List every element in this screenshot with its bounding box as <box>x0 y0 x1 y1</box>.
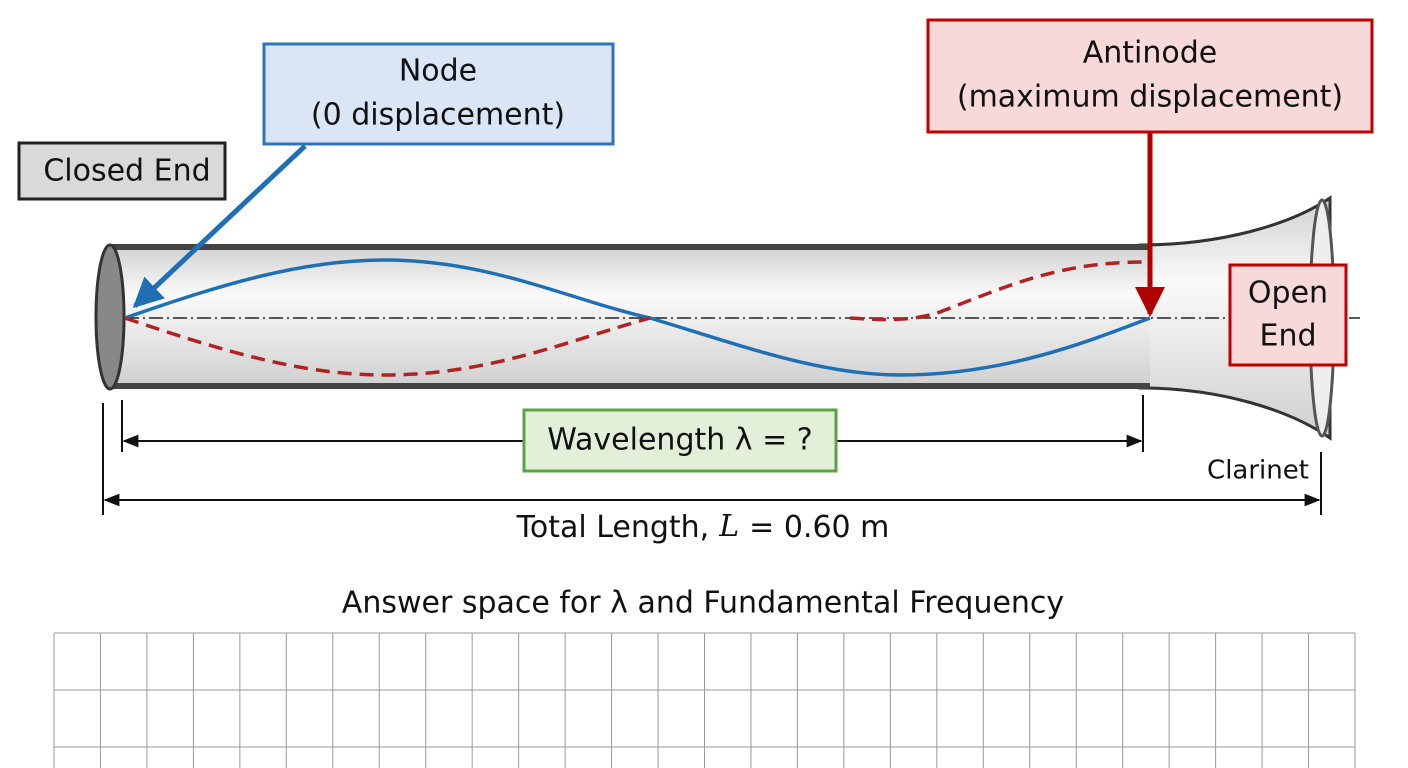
total-length-prefix: Total Length, <box>516 510 710 545</box>
reflected-wave <box>124 316 651 377</box>
instrument-label: Clarinet <box>1207 456 1309 486</box>
total-length-label: Total Length, L = 0.60 m <box>516 509 890 545</box>
wavelength-box <box>522 408 838 473</box>
reflected-wave-2 <box>849 260 1146 322</box>
closed-end-label: Closed End <box>43 154 210 189</box>
open-end-box <box>1228 263 1348 367</box>
antinode-label: Antinode <box>1083 36 1218 71</box>
node-arrow <box>132 144 307 309</box>
wavelength-label: Wavelength λ = ? <box>547 423 812 458</box>
closed-end-box <box>17 141 227 201</box>
open-end-label: End <box>1259 319 1316 354</box>
node-label: Node <box>399 54 477 89</box>
node-label: (0 displacement) <box>311 98 565 133</box>
antinode-label: (maximum displacement) <box>957 80 1343 115</box>
antinode-box <box>926 18 1374 134</box>
total-length-variable: L <box>718 509 739 544</box>
open-end-label: Open <box>1248 276 1328 311</box>
closed-end-cap <box>94 243 126 391</box>
answer-grid <box>53 632 1356 768</box>
answer-title: Answer space for λ and Fundamental Frequ… <box>342 586 1064 621</box>
node-box <box>262 42 615 146</box>
total-length-suffix: = 0.60 m <box>749 510 889 545</box>
